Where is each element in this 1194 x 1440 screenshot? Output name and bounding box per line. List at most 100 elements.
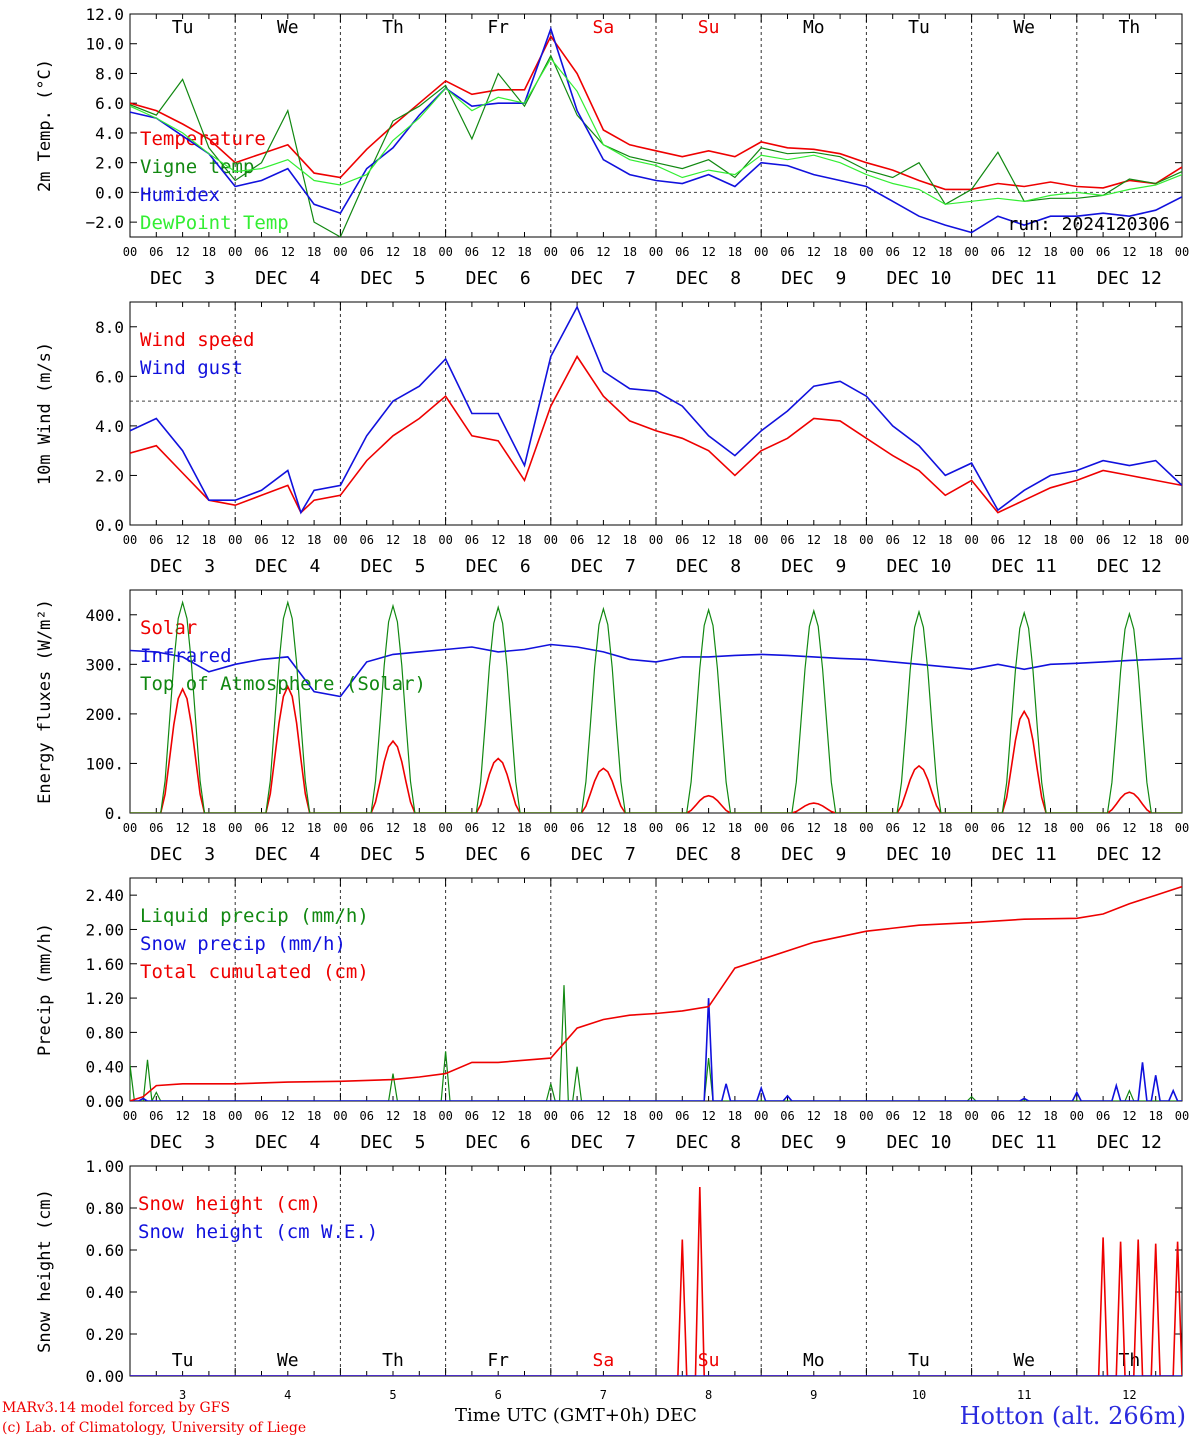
date-label: DEC 5 [360, 1132, 425, 1153]
legend-entry: Liquid precip (mm/h) [140, 905, 369, 927]
day-number-label: 10 [912, 1388, 926, 1402]
hour-label: 18 [1148, 1109, 1162, 1123]
hour-label: 12 [175, 821, 189, 835]
hour-label: 12 [1017, 821, 1031, 835]
hour-label: 00 [754, 245, 768, 259]
date-label: DEC 3 [150, 1132, 215, 1153]
date-label: DEC 9 [781, 844, 846, 865]
series-line-1 [130, 1186, 1182, 1376]
day-number-label: 12 [1122, 1388, 1136, 1402]
hour-label: 06 [359, 245, 373, 259]
weekday-label: Su [698, 17, 720, 38]
hour-label: 18 [938, 821, 952, 835]
y-tick-label: 6.0 [95, 367, 124, 386]
hour-label: 06 [885, 821, 899, 835]
hour-label: 00 [333, 821, 347, 835]
y-axis-label: 2m Temp. (°C) [35, 59, 55, 192]
hour-label: 12 [491, 245, 505, 259]
date-label: DEC 7 [571, 556, 636, 577]
series-line-4 [130, 57, 1182, 205]
hour-label: 18 [307, 533, 321, 547]
hour-label: 18 [412, 245, 426, 259]
weekday-label: Fr [487, 1350, 509, 1371]
hour-label: 18 [833, 533, 847, 547]
hour-label: 00 [1070, 245, 1084, 259]
legend-entry: Top of Atmosphere (Solar) [140, 673, 426, 695]
hour-label: 00 [228, 1109, 242, 1123]
hour-label: 18 [728, 245, 742, 259]
weekday-label: Th [382, 1350, 404, 1371]
series-line-1 [130, 34, 1182, 191]
hour-label: 06 [991, 1109, 1005, 1123]
hour-label: 18 [517, 1109, 531, 1123]
panel-1: −2.0 0.0 2.0 4.0 6.0 8.0 10.0 12.0 2m Temp. (°C)… [35, 5, 1189, 289]
date-label: DEC 8 [676, 268, 741, 289]
hour-label: 12 [491, 533, 505, 547]
hour-label: 06 [780, 821, 794, 835]
hour-label: 00 [544, 245, 558, 259]
hour-label: 18 [938, 1109, 952, 1123]
hour-label: 18 [938, 533, 952, 547]
hour-label: 18 [728, 1109, 742, 1123]
hour-label: 18 [622, 245, 636, 259]
hour-label: 00 [123, 1109, 137, 1123]
plot-frame [129, 13, 1183, 238]
hour-label: 18 [1148, 245, 1162, 259]
date-label: DEC 3 [150, 268, 215, 289]
hour-label: 06 [149, 1109, 163, 1123]
weekday-label: Fr [487, 17, 509, 38]
hour-label: 18 [412, 533, 426, 547]
hour-label: 18 [202, 533, 216, 547]
hour-label: 12 [281, 1109, 295, 1123]
legend-entry: Snow height (cm W.E.) [138, 1221, 378, 1243]
hour-label: 18 [728, 821, 742, 835]
date-label: DEC 11 [992, 1132, 1057, 1153]
hour-label: 06 [570, 1109, 584, 1123]
day-number-label: 8 [705, 1388, 712, 1402]
hour-label: 00 [333, 1109, 347, 1123]
legend-entry: Wind speed [140, 329, 254, 351]
hour-label: 06 [1096, 245, 1110, 259]
date-label: DEC 12 [1097, 556, 1162, 577]
y-tick-label: 400. [85, 606, 124, 625]
hour-label: 00 [228, 245, 242, 259]
legend-entry: Wind gust [140, 357, 243, 379]
hour-label: 00 [123, 821, 137, 835]
date-label: DEC 8 [676, 1132, 741, 1153]
hour-label: 06 [1096, 533, 1110, 547]
hour-label: 12 [701, 533, 715, 547]
weekday-label: Tu [908, 1350, 930, 1371]
y-tick-label: 0.20 [85, 1325, 124, 1344]
y-axis-label: Precip (mm/h) [35, 923, 55, 1056]
hour-label: 06 [149, 821, 163, 835]
time-axis-title: Time UTC (GMT+0h) DEC [455, 1405, 697, 1426]
hour-label: 12 [807, 821, 821, 835]
hour-label: 06 [1096, 1109, 1110, 1123]
date-label: DEC 11 [992, 556, 1057, 577]
hour-label: 06 [1096, 821, 1110, 835]
series-line-1 [130, 684, 1182, 813]
hour-label: 06 [254, 245, 268, 259]
hour-label: 06 [149, 533, 163, 547]
hour-label: 00 [544, 821, 558, 835]
date-label: DEC 4 [255, 844, 320, 865]
y-tick-label: 200. [85, 705, 124, 724]
y-tick-label: 0. [105, 804, 124, 823]
y-tick-label: 0.0 [95, 516, 124, 535]
legend-entry: Temperature [140, 128, 266, 150]
hour-label: 06 [675, 821, 689, 835]
legend-entry: Humidex [140, 184, 220, 206]
hour-label: 00 [1175, 1109, 1189, 1123]
panel-5: 0.00 0.20 0.40 0.60 0.80 1.00 Snow height (cm)… [35, 1157, 1183, 1402]
hour-label: 00 [649, 533, 663, 547]
y-tick-label: 0.80 [85, 1199, 124, 1218]
weekday-label: Tu [172, 1350, 194, 1371]
hour-label: 12 [701, 1109, 715, 1123]
hour-label: 12 [175, 245, 189, 259]
day-number-label: 11 [1017, 1388, 1031, 1402]
day-number-label: 6 [495, 1388, 502, 1402]
weekday-label: Th [382, 17, 404, 38]
hour-label: 00 [438, 1109, 452, 1123]
hour-label: 12 [491, 1109, 505, 1123]
hour-label: 06 [465, 245, 479, 259]
